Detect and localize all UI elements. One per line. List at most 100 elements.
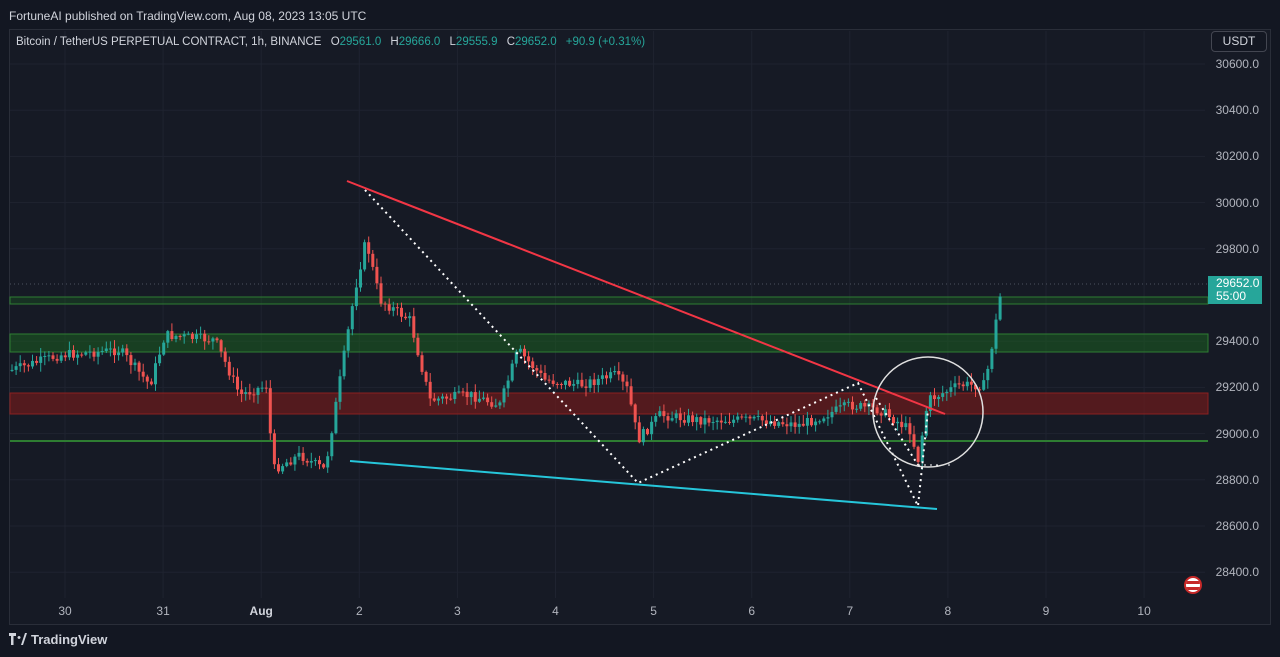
candle-body — [92, 351, 96, 357]
published-info: FortuneAI published on TradingView.com, … — [9, 9, 367, 23]
candle-body — [572, 384, 576, 386]
close-label: C — [506, 36, 516, 48]
candle-body — [330, 433, 334, 457]
candle-body — [129, 355, 133, 366]
candle-body — [301, 452, 305, 461]
date-tick-label: 4 — [552, 604, 559, 618]
candle-body — [994, 319, 998, 349]
currency-button[interactable]: USDT — [1211, 31, 1267, 52]
bar-countdown: 55:00 — [1216, 289, 1247, 303]
candle-body — [100, 350, 104, 352]
candle-body — [908, 423, 912, 435]
candle-body — [510, 363, 514, 381]
candle-body — [104, 348, 108, 351]
candle-body — [338, 376, 342, 402]
candle-body — [125, 348, 129, 356]
candle-body — [805, 417, 809, 426]
candle-body — [859, 403, 863, 409]
candle-body — [158, 354, 162, 364]
candle-body — [428, 381, 432, 399]
candle-body — [174, 336, 178, 339]
candle-body — [703, 418, 707, 425]
candle-body — [490, 402, 494, 407]
candle-body — [842, 402, 846, 406]
candle-body — [596, 378, 600, 386]
change-value: +90.9 (+0.31%) — [565, 36, 646, 48]
current-price-value: 29652.0 — [1216, 276, 1260, 290]
candle-body — [744, 416, 748, 418]
candle-body — [305, 460, 309, 463]
candle-body — [912, 434, 916, 447]
date-tick-label: 7 — [846, 604, 854, 618]
candle-body — [900, 421, 904, 428]
candle-body — [76, 354, 80, 358]
candle-body — [568, 380, 572, 386]
candle-body — [633, 404, 637, 423]
candle-body — [461, 391, 465, 393]
candle-body — [887, 409, 891, 418]
candle-body — [719, 420, 723, 423]
candle-body — [375, 266, 379, 284]
candle-body — [371, 253, 375, 267]
price-tick-label: 29200.0 — [1215, 380, 1259, 395]
candle-body — [379, 283, 383, 304]
candle-body — [260, 387, 264, 389]
candle-body — [121, 348, 125, 353]
price-tick-label: 29000.0 — [1215, 426, 1259, 441]
candle-body — [732, 419, 736, 423]
candle-body — [248, 392, 252, 395]
high-value: 29666.0 — [398, 36, 441, 48]
top-bar: FortuneAI published on TradingView.com, … — [0, 0, 1280, 30]
candle-body — [424, 371, 428, 382]
candle-body — [190, 333, 194, 339]
candle-body — [469, 392, 473, 398]
candle-body — [974, 384, 977, 390]
candle-body — [564, 380, 567, 385]
us-flag-icon[interactable] — [1184, 576, 1202, 594]
candle-body — [728, 421, 731, 423]
candle-body — [322, 464, 326, 468]
candle-body — [764, 420, 768, 425]
candle-body — [113, 348, 116, 356]
candle-body — [957, 383, 961, 385]
candle-body — [166, 331, 170, 343]
candle-body — [641, 429, 645, 443]
candle-body — [465, 391, 469, 398]
candle-body — [178, 336, 182, 338]
candle-body — [752, 416, 756, 419]
candle-body — [404, 316, 408, 319]
date-tick-label: 10 — [1137, 604, 1151, 618]
candle-body — [445, 396, 449, 399]
candle-body — [391, 307, 395, 311]
symbol-legend: Bitcoin / TetherUS PERPETUAL CONTRACT, 1… — [16, 36, 645, 48]
date-tick-label: 5 — [650, 604, 657, 618]
candle-body — [982, 380, 986, 390]
candle-body — [777, 422, 781, 426]
candle-body — [838, 405, 842, 407]
candle-body — [969, 381, 973, 385]
candle-body — [600, 375, 604, 379]
candle-body — [223, 351, 227, 362]
candle-body — [822, 418, 826, 422]
candle-body — [797, 423, 801, 427]
date-tick-label: Aug — [249, 604, 273, 618]
tradingview-brand[interactable]: TradingView — [9, 632, 107, 647]
candle-body — [473, 392, 477, 402]
candle-body — [313, 460, 317, 462]
candle-body — [961, 384, 965, 387]
candle-body — [215, 338, 219, 341]
price-tick-label: 29400.0 — [1215, 334, 1259, 349]
candle-body — [408, 316, 412, 319]
candle-body — [916, 446, 920, 462]
candle-body — [810, 417, 813, 426]
candle-body — [326, 456, 330, 468]
candle-body — [502, 388, 506, 403]
candle-body — [953, 383, 957, 388]
candle-body — [231, 375, 235, 377]
candle-body — [59, 355, 63, 361]
candle-body — [990, 348, 994, 369]
candle-body — [793, 422, 797, 427]
candle-body — [293, 456, 297, 465]
candle-body — [359, 269, 362, 288]
